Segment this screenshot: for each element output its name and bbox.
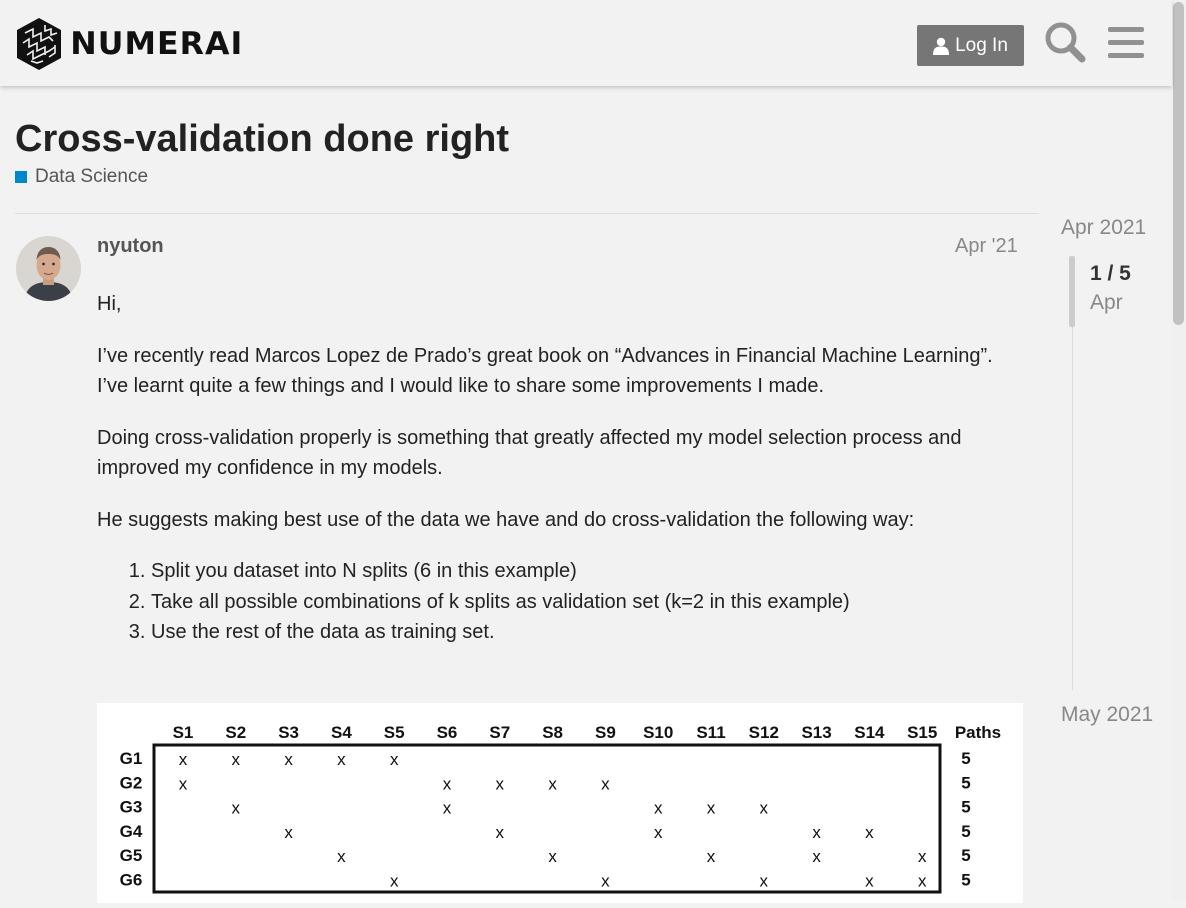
paths-count: 5 bbox=[961, 871, 970, 890]
validation-mark: x bbox=[865, 872, 874, 891]
column-header: S13 bbox=[801, 723, 831, 742]
user-avatar-photo bbox=[16, 236, 81, 301]
validation-mark: x bbox=[337, 847, 346, 866]
validation-mark: x bbox=[232, 750, 241, 769]
validation-mark: x bbox=[548, 774, 557, 793]
topic-title[interactable]: Cross-validation done right bbox=[15, 118, 510, 160]
cv-splits-figure[interactable]: S1 S2 S3 S4 S5 S6 S7 S8 S9 S10 S11 S12 S13 S14 S15 Path… bbox=[97, 703, 1023, 903]
validation-mark: x bbox=[337, 750, 346, 769]
timeline-position: 1 / 5 bbox=[1090, 262, 1131, 285]
validation-mark: x bbox=[654, 823, 663, 842]
post-paragraph: Doing cross-validation properly is somet… bbox=[97, 426, 962, 480]
column-header: S4 bbox=[331, 723, 352, 742]
validation-mark: x bbox=[707, 847, 716, 866]
post-paragraph: He suggests making best use of the data … bbox=[97, 508, 915, 531]
row-label: G6 bbox=[120, 871, 143, 890]
validation-mark: x bbox=[707, 799, 716, 818]
column-header: S10 bbox=[643, 723, 673, 742]
column-header: S11 bbox=[696, 723, 725, 742]
validation-mark: x bbox=[390, 872, 399, 891]
validation-mark: x bbox=[601, 872, 610, 891]
row-label: G4 bbox=[120, 822, 143, 841]
validation-mark: x bbox=[179, 774, 188, 793]
column-header: S2 bbox=[225, 723, 246, 742]
site-header: NUMERAI Log In bbox=[0, 0, 1172, 86]
paths-count: 5 bbox=[961, 798, 970, 817]
validation-mark: x bbox=[654, 799, 663, 818]
timeline-start-date[interactable]: Apr 2021 bbox=[1061, 216, 1147, 239]
list-item: Split you dataset into N splits (6 in th… bbox=[151, 556, 1023, 587]
validation-mark: x bbox=[179, 750, 188, 769]
steps-list: Split you dataset into N splits (6 in th… bbox=[97, 556, 1023, 648]
user-icon bbox=[933, 37, 950, 55]
validation-mark: x bbox=[812, 823, 821, 842]
column-header: S12 bbox=[749, 723, 779, 742]
column-header: S3 bbox=[278, 723, 299, 742]
validation-mark: x bbox=[390, 750, 399, 769]
row-label: G1 bbox=[120, 749, 143, 768]
avatar[interactable] bbox=[16, 236, 81, 301]
scrollbar-thumb[interactable] bbox=[1173, 2, 1184, 325]
numerai-logo[interactable]: NUMERAI bbox=[15, 17, 242, 71]
post-date[interactable]: Apr '21 bbox=[955, 235, 1018, 257]
numerai-logo-icon bbox=[17, 18, 61, 70]
validation-mark: x bbox=[918, 847, 927, 866]
search-icon[interactable] bbox=[1043, 20, 1087, 64]
topic-divider bbox=[15, 213, 1039, 214]
hamburger-menu-icon[interactable] bbox=[1106, 22, 1146, 62]
post-paragraph: I’ve recently read Marcos Lopez de Prado… bbox=[97, 341, 1023, 402]
row-label: G2 bbox=[120, 773, 143, 792]
column-header: S9 bbox=[595, 723, 616, 742]
row-label: G5 bbox=[120, 846, 143, 865]
login-label: Log In bbox=[955, 34, 1008, 56]
paths-count: 5 bbox=[961, 773, 970, 792]
column-header: S6 bbox=[437, 723, 458, 742]
column-header: S8 bbox=[542, 723, 563, 742]
post-author[interactable]: nyuton bbox=[97, 235, 164, 257]
paths-count: 5 bbox=[961, 749, 970, 768]
timeline-position-date: Apr bbox=[1090, 291, 1123, 314]
column-header: Paths bbox=[955, 723, 1001, 742]
column-header: S14 bbox=[854, 723, 885, 742]
post-paragraph-line: I’ve recently read Marcos Lopez de Prado… bbox=[97, 344, 993, 367]
validation-mark: x bbox=[760, 799, 769, 818]
post-paragraph-line: I’ve learnt quite a few things and I wou… bbox=[97, 375, 825, 397]
category-badge[interactable]: Data Science bbox=[15, 166, 148, 188]
validation-mark: x bbox=[812, 847, 821, 866]
login-button[interactable]: Log In bbox=[917, 25, 1024, 66]
validation-mark: x bbox=[548, 847, 557, 866]
list-item: Use the rest of the data as training set… bbox=[151, 617, 1023, 648]
cv-splits-table: S1 S2 S3 S4 S5 S6 S7 S8 S9 S10 S11 S12 S13 S14 S15 Path… bbox=[120, 723, 1001, 894]
validation-mark: x bbox=[232, 799, 241, 818]
timeline-handle[interactable] bbox=[1069, 256, 1075, 327]
validation-mark: x bbox=[865, 823, 874, 842]
paths-count: 5 bbox=[961, 822, 970, 841]
row-label: G3 bbox=[120, 798, 143, 817]
logo-wordmark: NUMERAI bbox=[70, 26, 244, 62]
list-item: Take all possible combinations of k spli… bbox=[151, 587, 1023, 618]
column-header: S7 bbox=[489, 723, 510, 742]
timeline-track bbox=[1072, 256, 1073, 690]
validation-mark: x bbox=[284, 823, 293, 842]
validation-mark: x bbox=[918, 872, 927, 891]
post-body: Hi, I’ve recently read Marcos Lopez de P… bbox=[97, 289, 1023, 669]
paths-count: 5 bbox=[961, 846, 970, 865]
validation-mark: x bbox=[284, 750, 293, 769]
validation-mark: x bbox=[443, 774, 452, 793]
training-region-box bbox=[152, 743, 942, 894]
timeline-end-date[interactable]: May 2021 bbox=[1061, 703, 1154, 726]
validation-mark: x bbox=[601, 774, 610, 793]
validation-mark: x bbox=[443, 799, 452, 818]
column-header: S5 bbox=[384, 723, 405, 742]
category-color-swatch bbox=[15, 171, 27, 183]
validation-mark: x bbox=[496, 774, 505, 793]
column-header: S15 bbox=[907, 723, 937, 742]
validation-mark: x bbox=[760, 872, 769, 891]
post-paragraph: Hi, bbox=[97, 293, 122, 315]
validation-mark: x bbox=[496, 823, 505, 842]
category-name: Data Science bbox=[35, 166, 149, 187]
column-header: S1 bbox=[173, 723, 194, 742]
